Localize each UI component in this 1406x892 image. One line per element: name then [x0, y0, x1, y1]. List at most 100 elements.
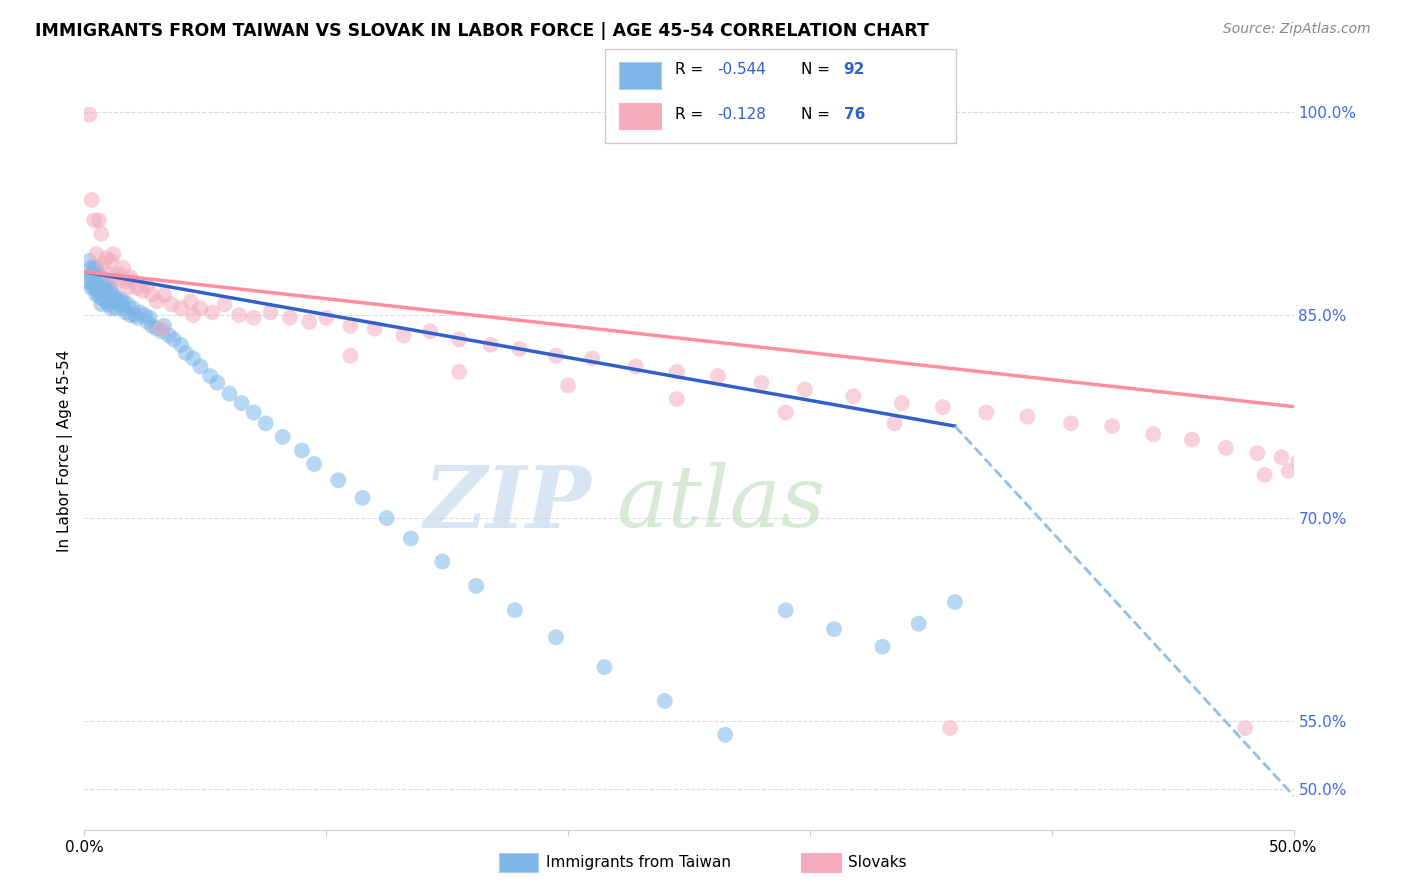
Point — [976, 406, 998, 420]
Point — [939, 721, 962, 735]
Point — [157, 328, 180, 343]
Point — [134, 308, 156, 322]
Point — [170, 338, 193, 352]
Point — [180, 294, 202, 309]
Point — [363, 321, 385, 335]
Point — [932, 400, 955, 414]
Point — [174, 346, 197, 360]
Point — [93, 292, 115, 306]
Point — [339, 349, 361, 363]
Point — [93, 284, 115, 298]
Point — [479, 338, 502, 352]
Point — [86, 281, 108, 295]
Point — [794, 383, 817, 397]
Point — [100, 281, 122, 295]
Point — [593, 660, 616, 674]
Point — [181, 351, 204, 366]
Point — [259, 305, 281, 319]
Point — [87, 268, 110, 282]
Point — [87, 213, 110, 227]
Point — [714, 728, 737, 742]
Point — [624, 359, 647, 374]
Point — [557, 378, 579, 392]
Point — [665, 392, 688, 406]
Point — [1253, 467, 1275, 482]
Point — [90, 290, 112, 304]
Point — [190, 359, 212, 374]
Point — [104, 292, 127, 306]
Point — [97, 292, 120, 306]
Point — [170, 301, 193, 316]
Point — [581, 351, 603, 366]
Point — [86, 268, 108, 282]
Point — [112, 294, 135, 309]
Point — [117, 297, 139, 311]
Point — [1017, 409, 1039, 424]
Point — [181, 308, 204, 322]
Point — [1234, 721, 1257, 735]
Text: atlas: atlas — [616, 462, 825, 545]
Point — [86, 274, 108, 288]
Text: 76: 76 — [844, 107, 865, 121]
Point — [392, 328, 415, 343]
Point — [120, 270, 142, 285]
Point — [153, 318, 176, 333]
Point — [136, 315, 159, 329]
Text: Source: ZipAtlas.com: Source: ZipAtlas.com — [1223, 22, 1371, 37]
Point — [131, 284, 153, 298]
Point — [97, 297, 120, 311]
Point — [97, 284, 120, 298]
Point — [775, 406, 797, 420]
Point — [110, 292, 132, 306]
Point — [114, 305, 136, 319]
Text: N =: N = — [801, 62, 835, 77]
Point — [842, 389, 865, 403]
Point — [198, 369, 221, 384]
Point — [87, 287, 110, 301]
Point — [86, 274, 108, 288]
Point — [328, 473, 350, 487]
Point — [112, 301, 135, 316]
Point — [77, 274, 100, 288]
Point — [153, 287, 176, 301]
Point — [117, 281, 139, 295]
Point — [87, 274, 110, 288]
Point — [103, 247, 125, 261]
Point — [93, 257, 115, 271]
Point — [112, 260, 135, 275]
Point — [76, 274, 98, 288]
Point — [80, 193, 103, 207]
Point — [291, 443, 314, 458]
Point — [1142, 427, 1164, 442]
Point — [231, 396, 253, 410]
Point — [83, 260, 105, 275]
Point — [254, 417, 277, 431]
Point — [150, 321, 173, 335]
Text: -0.128: -0.128 — [717, 107, 766, 121]
Point — [890, 396, 912, 410]
Point — [465, 579, 488, 593]
Text: ZIP: ZIP — [425, 462, 592, 545]
Point — [339, 318, 361, 333]
Point — [883, 417, 905, 431]
Point — [432, 554, 454, 568]
Point — [86, 247, 108, 261]
Point — [242, 406, 264, 420]
Point — [93, 281, 115, 295]
Point — [114, 274, 136, 288]
Point — [107, 274, 129, 288]
Point — [298, 315, 321, 329]
Point — [872, 640, 894, 654]
Point — [110, 268, 132, 282]
Point — [100, 301, 122, 316]
Y-axis label: In Labor Force | Age 45-54: In Labor Force | Age 45-54 — [58, 350, 73, 551]
Point — [93, 274, 115, 288]
Point — [83, 274, 105, 288]
Point — [278, 310, 301, 325]
Point — [136, 278, 159, 293]
Point — [163, 333, 186, 347]
Point — [77, 108, 100, 122]
Point — [707, 369, 730, 384]
Point — [399, 532, 422, 546]
Point — [94, 251, 117, 265]
